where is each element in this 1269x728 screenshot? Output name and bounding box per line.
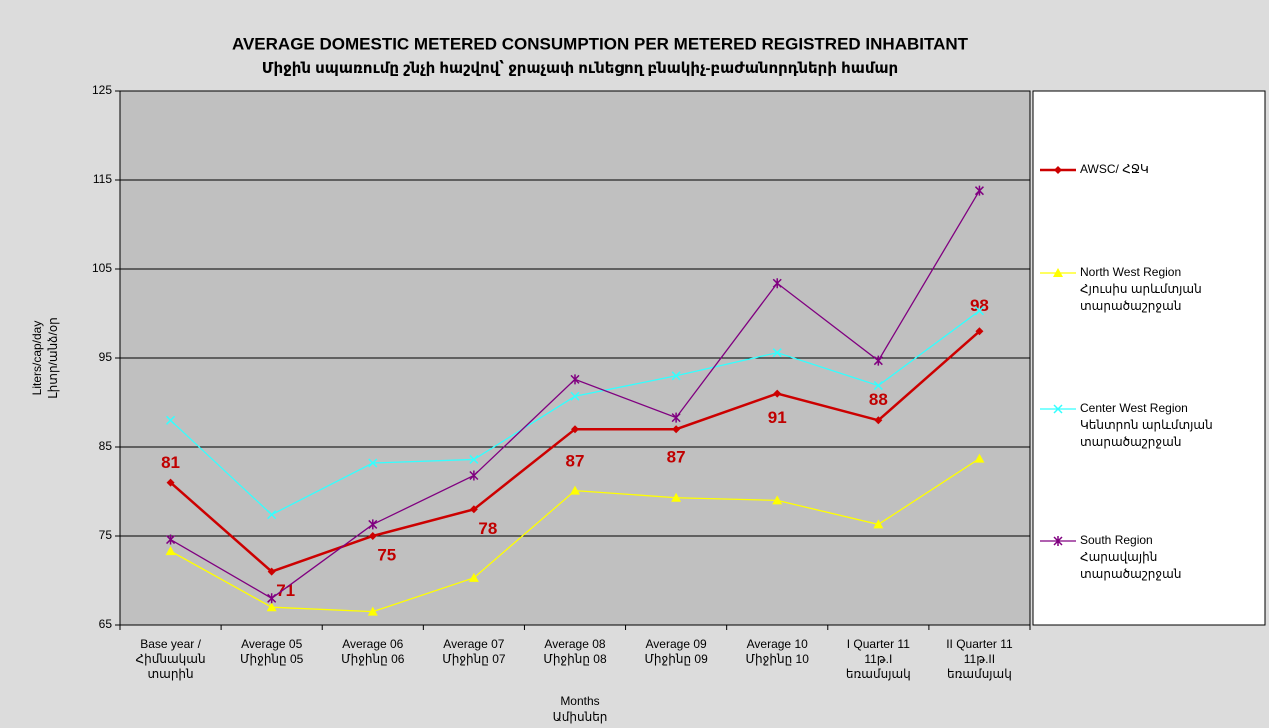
x-tick-label: Average 07 [443,637,504,651]
x-axis-label: Ամիսներ [553,710,608,724]
marker [1054,166,1062,174]
x-tick-label: Average 09 [646,637,707,651]
marker [773,389,782,398]
marker [166,415,176,425]
y-tick-label: 75 [99,528,113,542]
x-axis-label: Months [560,694,599,708]
x-tick-label: եռամսյակ [846,667,911,681]
legend-label: տարածաշրջան [1080,299,1181,313]
marker [165,546,176,556]
x-tick-label: տարին [147,667,193,681]
marker [974,453,985,463]
legend-label: South Region [1080,533,1153,547]
marker [570,485,580,495]
marker [368,458,378,468]
x-tick-label: Average 05 [241,637,302,651]
x-tick-label: 11թ.I [864,652,892,666]
marker [873,519,884,529]
x-tick-label: Հիմնական [136,652,206,666]
data-label: 87 [667,448,686,467]
legend-label: Հյուսիս արևմտյան [1080,282,1202,296]
data-label: 78 [478,519,497,538]
marker [166,534,176,545]
legend-label: տարածաշրջան [1080,435,1181,449]
chart-title: AVERAGE DOMESTIC METERED CONSUMPTION PER… [232,34,969,53]
marker [468,572,479,582]
x-tick-label: Average 08 [544,637,605,651]
marker [570,374,580,385]
y-axis-label: Լիտր/անձ/օր [46,317,60,398]
marker [873,355,883,366]
marker [772,348,782,358]
y-tick-label: 85 [99,439,113,453]
data-label: 88 [869,390,888,409]
marker [671,412,681,423]
y-tick-label: 65 [99,617,113,631]
marker [874,416,883,425]
marker [671,371,681,381]
x-tick-label: Միջինը 09 [644,652,708,666]
marker [469,470,479,481]
x-tick-label: Միջինը 07 [442,652,506,666]
marker [671,492,682,502]
marker [672,425,681,434]
marker [1053,536,1063,546]
marker [368,532,377,540]
marker [571,425,579,434]
x-tick-label: 11թ.II [964,652,995,666]
x-tick-label: Միջինը 10 [746,652,810,666]
x-tick-label: Միջինը 05 [240,652,304,666]
legend-label: Կենտրոն արևմտյան [1080,418,1213,432]
legend-label: տարածաշրջան [1080,567,1181,581]
data-label: 98 [970,296,989,315]
data-label: 75 [377,545,396,564]
marker [267,567,276,576]
x-tick-label: Average 10 [747,637,808,651]
marker [166,478,175,487]
marker [469,454,479,464]
marker [1053,268,1063,277]
x-tick-label: Base year / [140,637,201,651]
legend-label: Center West Region [1080,401,1188,415]
data-label: 91 [768,408,787,427]
legend-label: AWSC/ ՀՋԿ [1080,162,1149,176]
x-tick-label: II Quarter 11 [946,637,1013,651]
x-tick-label: I Quarter 11 [847,637,910,651]
x-tick-label: Average 06 [342,637,403,651]
x-tick-label: եռամսյակ [947,667,1012,681]
marker [367,606,378,616]
marker [267,510,277,520]
data-label: 87 [566,452,585,471]
marker [873,381,883,391]
legend-box [1032,90,1266,626]
marker [975,327,984,336]
marker [570,391,580,401]
legend-label: North West Region [1080,265,1181,279]
chart-subtitle: Միջին սպառումը շնչի հաշվով՝ ջրաչափ ունեց… [262,59,898,77]
y-tick-label: 125 [92,83,112,97]
y-tick-label: 115 [93,172,112,186]
marker [266,602,277,612]
marker [267,593,277,604]
x-tick-label: Միջինը 06 [341,652,405,666]
marker [1053,404,1063,414]
y-tick-label: 95 [99,350,113,364]
marker [368,519,378,530]
data-label: 81 [161,453,180,472]
y-tick-label: 105 [92,261,112,275]
marker [974,306,984,316]
marker [974,185,984,196]
marker [772,495,783,505]
marker [772,278,782,289]
marker [469,505,478,514]
x-tick-label: Միջինը 08 [543,652,607,666]
legend-label: Հարավային [1080,550,1157,564]
data-label: 71 [276,581,295,600]
y-axis-label: Liters/cap/day [30,321,44,396]
